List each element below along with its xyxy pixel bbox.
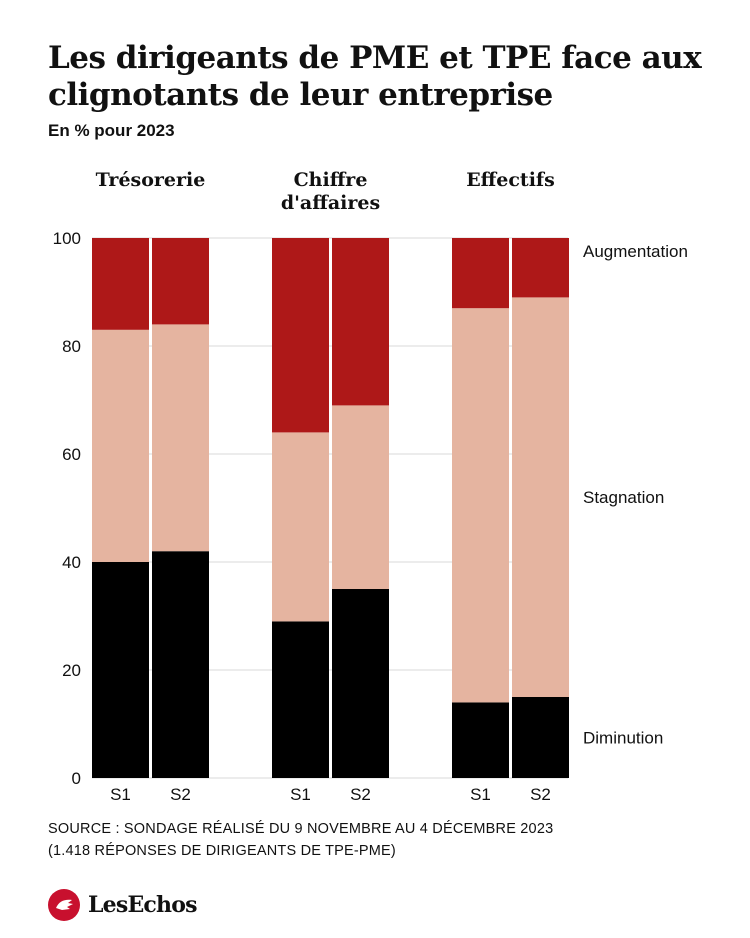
legend-label-stagnation: Stagnation <box>583 488 664 507</box>
x-tick-label: S2 <box>350 785 371 804</box>
bar-segment-augmentation <box>152 238 209 325</box>
source-line-2: (1.418 RÉPONSES DE DIRIGEANTS DE TPE-PME… <box>48 843 396 859</box>
bar-segment-stagnation <box>92 329 149 562</box>
bar-segment-stagnation <box>512 297 569 697</box>
bar-segment-diminution <box>332 589 389 778</box>
stacked-bar-chart: 0 20 40 60 80 100 Trésorerie S1 S2 Chiffre d'affai… <box>53 169 688 804</box>
brand-name: LesEchos <box>88 892 197 918</box>
source-line-1: SOURCE : SONDAGE RÉALISÉ DU 9 NOVEMBRE A… <box>48 821 554 837</box>
y-tick-label: 20 <box>62 661 81 680</box>
bar-segment-stagnation <box>152 324 209 552</box>
bar-segment-stagnation <box>332 405 389 589</box>
y-tick-label: 40 <box>62 553 81 572</box>
x-tick-label: S2 <box>530 785 551 804</box>
brand-logo: LesEchos <box>48 888 197 922</box>
chart-title: Les dirigeants de PME et TPE face aux cl… <box>48 40 702 113</box>
group-title: Trésorerie <box>96 169 206 191</box>
group-title-line: d'affaires <box>281 192 380 214</box>
y-tick-label: 80 <box>62 337 81 356</box>
bar-segment-augmentation <box>92 238 149 330</box>
bar-segment-diminution <box>512 697 569 778</box>
group-title-line: Effectifs <box>466 169 555 191</box>
x-tick-label: S1 <box>470 785 491 804</box>
legend-label-diminution: Diminution <box>583 729 663 748</box>
les-echos-logo-icon <box>48 889 80 921</box>
x-tick-label: S1 <box>110 785 131 804</box>
bar-segment-diminution <box>452 702 509 778</box>
legend-label-augmentation: Augmentation <box>583 242 688 261</box>
group-title: Chiffre d'affaires <box>281 169 380 214</box>
bar-segment-diminution <box>152 551 209 778</box>
y-tick-label: 60 <box>62 445 81 464</box>
bar-segment-stagnation <box>452 308 509 703</box>
x-tick-label: S1 <box>290 785 311 804</box>
source-note: SOURCE : SONDAGE RÉALISÉ DU 9 NOVEMBRE A… <box>48 818 708 862</box>
bar-segment-augmentation <box>512 238 569 298</box>
bar-segment-augmentation <box>272 238 329 433</box>
bar-segment-augmentation <box>452 238 509 309</box>
group-title-line: Chiffre <box>294 169 368 191</box>
group-title-line: Trésorerie <box>96 169 206 191</box>
bar-segment-augmentation <box>332 238 389 406</box>
y-tick-label: 0 <box>72 769 81 788</box>
chart-subtitle: En % pour 2023 <box>48 121 175 140</box>
x-tick-label: S2 <box>170 785 191 804</box>
y-tick-label: 100 <box>53 229 81 248</box>
bar-segment-diminution <box>272 621 329 778</box>
bar-segment-stagnation <box>272 432 329 622</box>
bar-segment-diminution <box>92 562 149 778</box>
group-title: Effectifs <box>466 169 555 191</box>
